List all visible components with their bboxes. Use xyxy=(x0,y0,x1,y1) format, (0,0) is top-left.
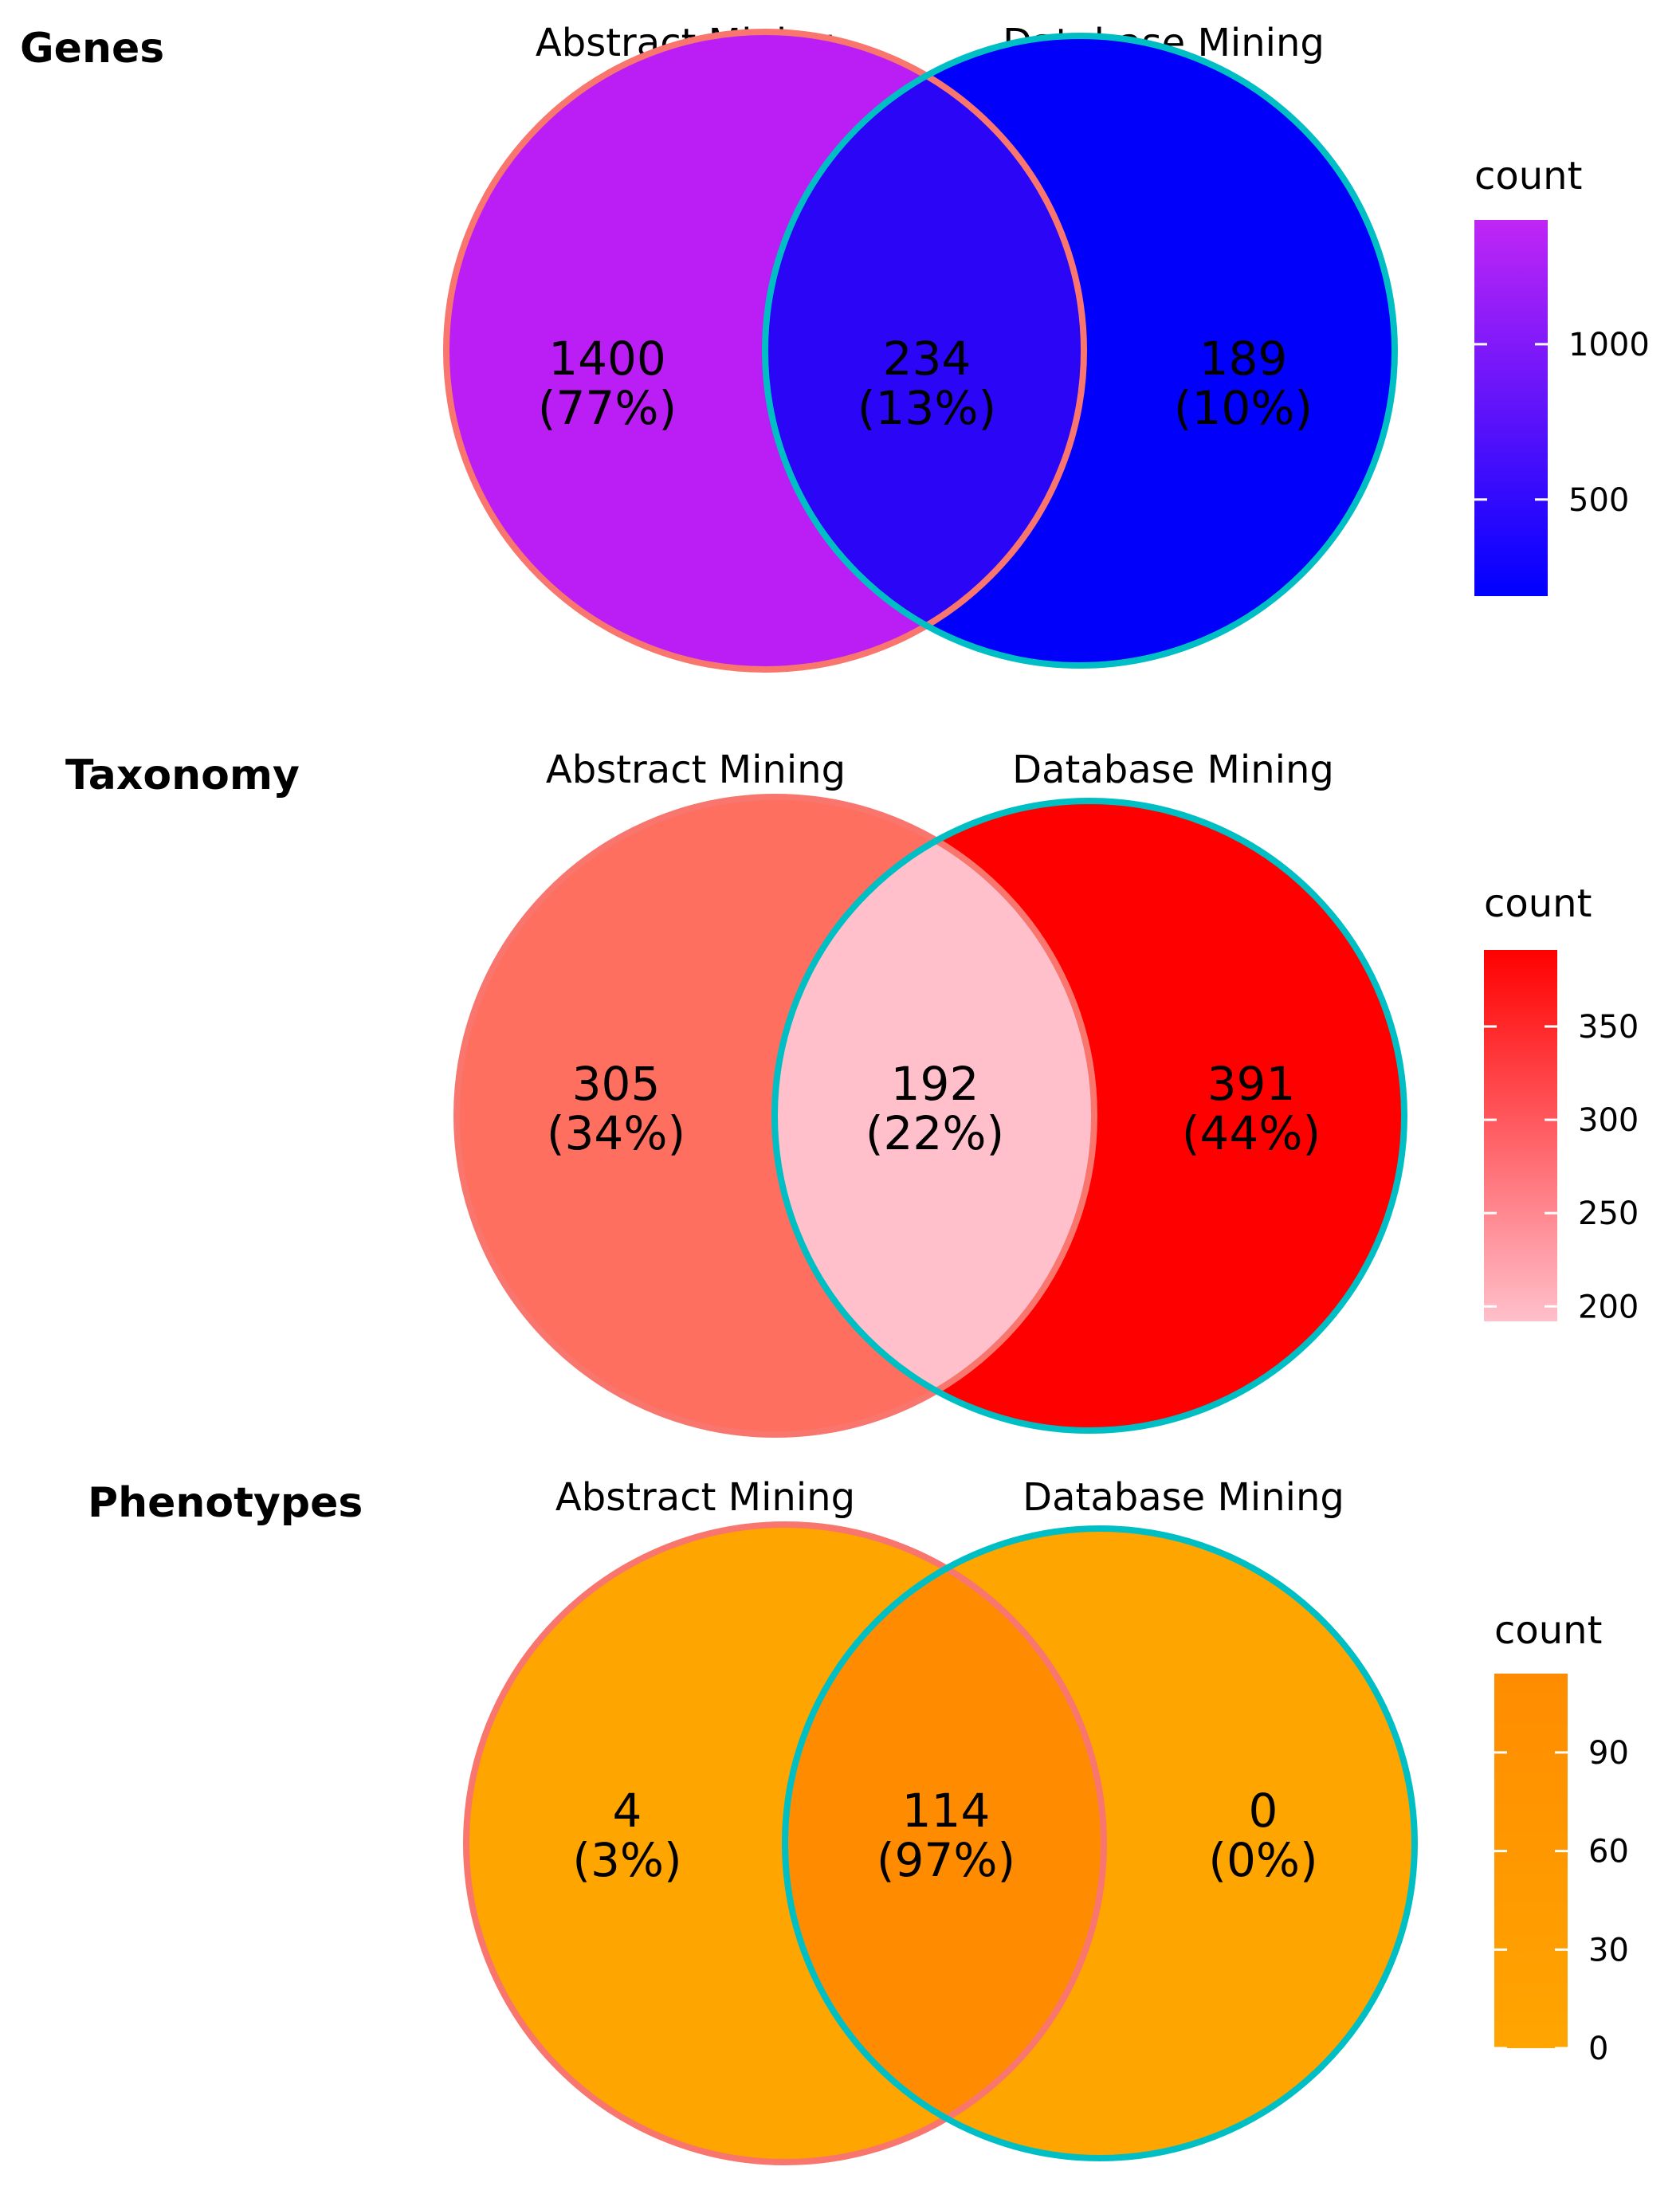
region-count-intersection: 114 xyxy=(902,1784,991,1838)
legend-tick-label: 1000 xyxy=(1568,327,1650,363)
legend-tick-label: 60 xyxy=(1588,1834,1629,1870)
panel-title: Phenotypes xyxy=(88,1479,363,1527)
outline-abstract-mining xyxy=(463,1521,1107,2165)
region-percent-database-only: (44%) xyxy=(1182,1106,1321,1160)
outline-abstract-mining xyxy=(453,794,1097,1438)
region-count-abstract-only: 305 xyxy=(572,1057,661,1111)
set-label-database-mining: Database Mining xyxy=(1023,1475,1344,1520)
legend-title: count xyxy=(1484,881,1592,926)
region-count-intersection: 192 xyxy=(891,1057,979,1111)
legend-title: count xyxy=(1474,154,1582,198)
region-intersection xyxy=(785,1529,1104,2158)
region-count-database-only: 391 xyxy=(1207,1057,1296,1111)
legend-tick-label: 200 xyxy=(1578,1289,1639,1325)
legend-tick-label: 90 xyxy=(1588,1735,1629,1772)
region-percent-intersection: (13%) xyxy=(858,381,996,435)
region-percent-abstract-only: (34%) xyxy=(547,1106,685,1160)
region-count-database-only: 189 xyxy=(1199,332,1288,386)
region-percent-intersection: (97%) xyxy=(877,1833,1015,1887)
set-label-database-mining: Database Mining xyxy=(1012,748,1334,792)
legend-tick-label: 300 xyxy=(1578,1102,1639,1139)
region-percent-intersection: (22%) xyxy=(866,1106,1004,1160)
region-percent-database-only: (10%) xyxy=(1174,381,1313,435)
legend-tick-label: 30 xyxy=(1588,1932,1629,1968)
outline-database-mining xyxy=(782,1525,1418,2161)
legend-colorbar xyxy=(1484,950,1557,1321)
region-percent-abstract-only: (3%) xyxy=(572,1833,681,1887)
region-count-abstract-only: 4 xyxy=(613,1784,642,1838)
outline-database-mining xyxy=(762,33,1398,669)
outline-abstract-mining xyxy=(443,29,1087,673)
legend-tick-label: 350 xyxy=(1578,1009,1639,1046)
region-count-abstract-only: 1400 xyxy=(548,332,666,386)
set-label-abstract-mining: Abstract Mining xyxy=(546,748,846,792)
region-count-intersection: 234 xyxy=(883,332,971,386)
legend-colorbar xyxy=(1494,1674,1568,2048)
venn-panel-phenotypes: Phenotypes Abstract Mining Database Mining… xyxy=(88,1475,1629,2165)
legend-colorbar xyxy=(1474,220,1548,596)
legend-tick-label: 500 xyxy=(1568,482,1629,519)
region-percent-abstract-only: (77%) xyxy=(538,381,677,435)
set-label-abstract-mining: Abstract Mining xyxy=(555,1475,855,1520)
outline-database-mining xyxy=(771,798,1407,1434)
panel-title: Taxonomy xyxy=(65,752,300,799)
venn-panel-taxonomy: Taxonomy Abstract Mining Database Mining 30… xyxy=(65,748,1639,1438)
legend-tick-label: 0 xyxy=(1588,2031,1608,2067)
panel-title: Genes xyxy=(20,25,164,73)
region-intersection xyxy=(775,801,1094,1431)
legend-title: count xyxy=(1494,1608,1602,1653)
legend-tick-label: 250 xyxy=(1578,1195,1639,1232)
region-intersection xyxy=(765,36,1084,665)
region-count-database-only: 0 xyxy=(1249,1784,1278,1838)
region-percent-database-only: (0%) xyxy=(1208,1833,1317,1887)
